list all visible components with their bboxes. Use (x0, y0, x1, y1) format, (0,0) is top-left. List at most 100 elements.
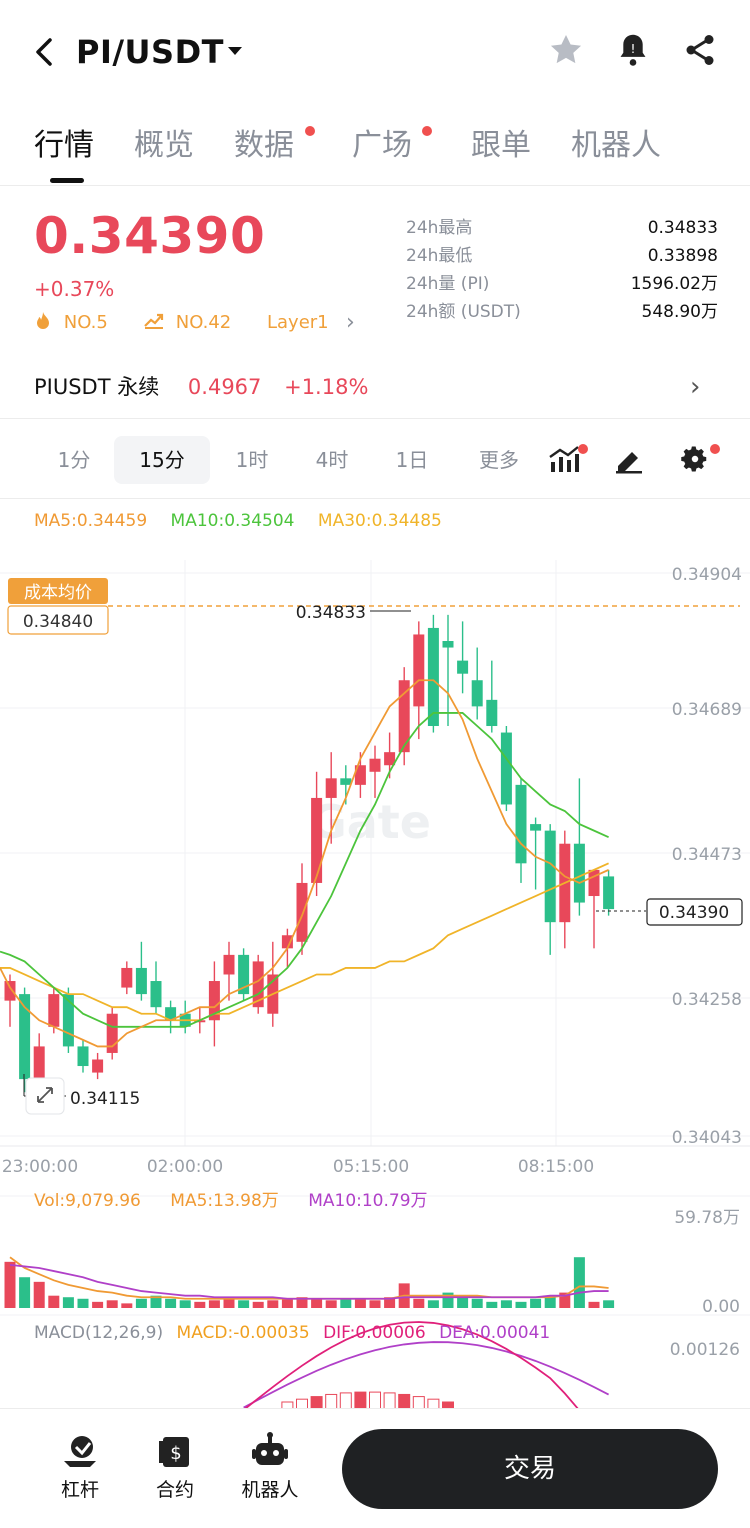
gear-icon[interactable] (680, 444, 714, 474)
ma10-line (0, 712, 609, 1028)
candle-body (33, 1046, 45, 1080)
hot-rank-badge[interactable]: NO.5 (34, 308, 108, 338)
volume-bar (223, 1298, 235, 1308)
ma5-value: MA5:0.34459 (34, 511, 148, 531)
nav-contract[interactable]: $ 合约 (135, 1431, 215, 1503)
candle-body (573, 843, 585, 903)
draw-icon[interactable] (612, 444, 646, 474)
perpetual-row[interactable]: PIUSDT 永续 0.4967 +1.18% (34, 370, 368, 404)
macd-bar (281, 1401, 294, 1410)
candle-body (369, 758, 381, 772)
perpetual-price: 0.4967 (187, 375, 262, 399)
perpetual-name: PIUSDT 永续 (34, 375, 160, 399)
candle-body (135, 967, 147, 995)
chevron-right-icon[interactable]: › (346, 310, 355, 335)
volume-bar (559, 1292, 571, 1308)
settings-dot (710, 444, 720, 454)
volume-ytick-top: 59.78万 (674, 1208, 740, 1228)
nav-label: 机器人 (241, 1479, 299, 1501)
header: PI/USDT ! (0, 0, 750, 104)
stat-value: 0.34833 (647, 218, 718, 238)
pair-title[interactable]: PI/USDT (76, 33, 224, 71)
volume-bar (384, 1297, 396, 1308)
divider (0, 418, 750, 419)
current-price-marker: 0.34390 (659, 903, 729, 923)
star-icon[interactable] (544, 28, 588, 72)
chevron-left-icon[interactable] (30, 30, 66, 74)
tab-copytrade[interactable]: 跟单 (471, 128, 531, 163)
volume-bar (325, 1300, 337, 1308)
tab-square[interactable]: 广场 (352, 128, 412, 163)
svg-text:!: ! (631, 41, 636, 56)
caret-down-icon[interactable] (226, 36, 244, 74)
nav-robot[interactable]: 机器人 (230, 1431, 310, 1503)
dea-value: DEA:0.00041 (439, 1323, 551, 1343)
candle-body (471, 680, 483, 707)
volume-bar (544, 1295, 556, 1308)
volume-bar (252, 1301, 264, 1308)
volume-ma5-line (9, 1256, 609, 1300)
x-tick: 23:00:00 (2, 1157, 78, 1177)
category-badge[interactable]: Layer1 (267, 308, 329, 338)
current-price-box (646, 898, 743, 926)
stat-row: 24h最低 0.33898 (406, 242, 718, 270)
low-marker: 0.34115 (70, 1089, 140, 1109)
volume-bar (486, 1301, 498, 1308)
candle-body (281, 935, 293, 949)
candle-body (121, 967, 133, 988)
volume-legend: Vol:9,079.96 MA5:13.98万 MA10:10.79万 (34, 1188, 428, 1214)
volume-bar (471, 1298, 483, 1308)
candle-body (106, 1013, 118, 1053)
kline-chart[interactable]: Gate 0.34904 0.34689 0.34473 0.34258 0.3… (0, 540, 750, 1410)
stat-label: 24h最高 (406, 218, 473, 238)
interval-1h[interactable]: 1时 (235, 448, 269, 472)
macd-value: MACD:-0.00035 (176, 1323, 310, 1343)
volume-bar (194, 1301, 206, 1308)
share-icon[interactable] (678, 28, 722, 72)
interval-more[interactable]: 更多 (479, 448, 519, 472)
volume-ma10: MA10:10.79万 (308, 1191, 428, 1211)
interval-1d[interactable]: 1日 (395, 448, 429, 472)
gainer-rank-badge[interactable]: NO.42 (144, 308, 231, 338)
ma-legend: MA5:0.34459 MA10:0.34504 MA30:0.34485 (34, 508, 442, 534)
macd-bar (442, 1401, 454, 1410)
cost-value-box (7, 605, 109, 635)
tab-data-dot (305, 126, 315, 136)
bottom-bar: 杠杆 $ 合约 机器人 交易 (0, 1408, 750, 1528)
volume-bar (573, 1257, 585, 1308)
chart-grid (0, 560, 750, 1316)
candle-body (296, 882, 308, 942)
interval-1m[interactable]: 1分 (57, 448, 91, 472)
candle-body (457, 660, 469, 674)
macd-bar (398, 1393, 411, 1410)
tab-bar: 行情 概览 数据 广场 跟单 机器人 (0, 118, 750, 186)
tab-overview[interactable]: 概览 (134, 128, 194, 163)
divider (0, 498, 750, 499)
bell-icon[interactable]: ! (611, 28, 655, 72)
watermark-text: Gate (309, 795, 431, 849)
x-tick: 05:15:00 (333, 1157, 409, 1177)
trade-button[interactable]: 交易 (342, 1429, 718, 1509)
cost-label-bg (8, 578, 108, 604)
stat-value: 0.33898 (647, 246, 718, 266)
chevron-right-icon[interactable]: › (690, 372, 701, 402)
interval-15m[interactable]: 15分 (114, 436, 210, 484)
macd-bar (354, 1391, 367, 1410)
candle-body (486, 699, 498, 727)
volume-bar (19, 1277, 31, 1308)
volume-bar (238, 1300, 250, 1308)
dif-line (243, 1321, 581, 1410)
tab-data[interactable]: 数据 (234, 128, 294, 163)
category-text: Layer1 (267, 312, 329, 333)
macd-legend: MACD(12,26,9) MACD:-0.00035 DIF:0.00006 … (34, 1320, 550, 1346)
interval-4h[interactable]: 4时 (315, 448, 349, 472)
volume-bar (150, 1295, 162, 1308)
nav-leverage[interactable]: 杠杆 (40, 1431, 120, 1503)
volume-bar (427, 1300, 439, 1308)
y-tick: 0.34043 (672, 1128, 742, 1148)
stat-value: 1596.02万 (630, 274, 718, 294)
indicator-icon[interactable] (548, 444, 582, 474)
tab-robot[interactable]: 机器人 (571, 128, 661, 163)
tab-market[interactable]: 行情 (34, 128, 94, 163)
candle-body (19, 994, 31, 1080)
